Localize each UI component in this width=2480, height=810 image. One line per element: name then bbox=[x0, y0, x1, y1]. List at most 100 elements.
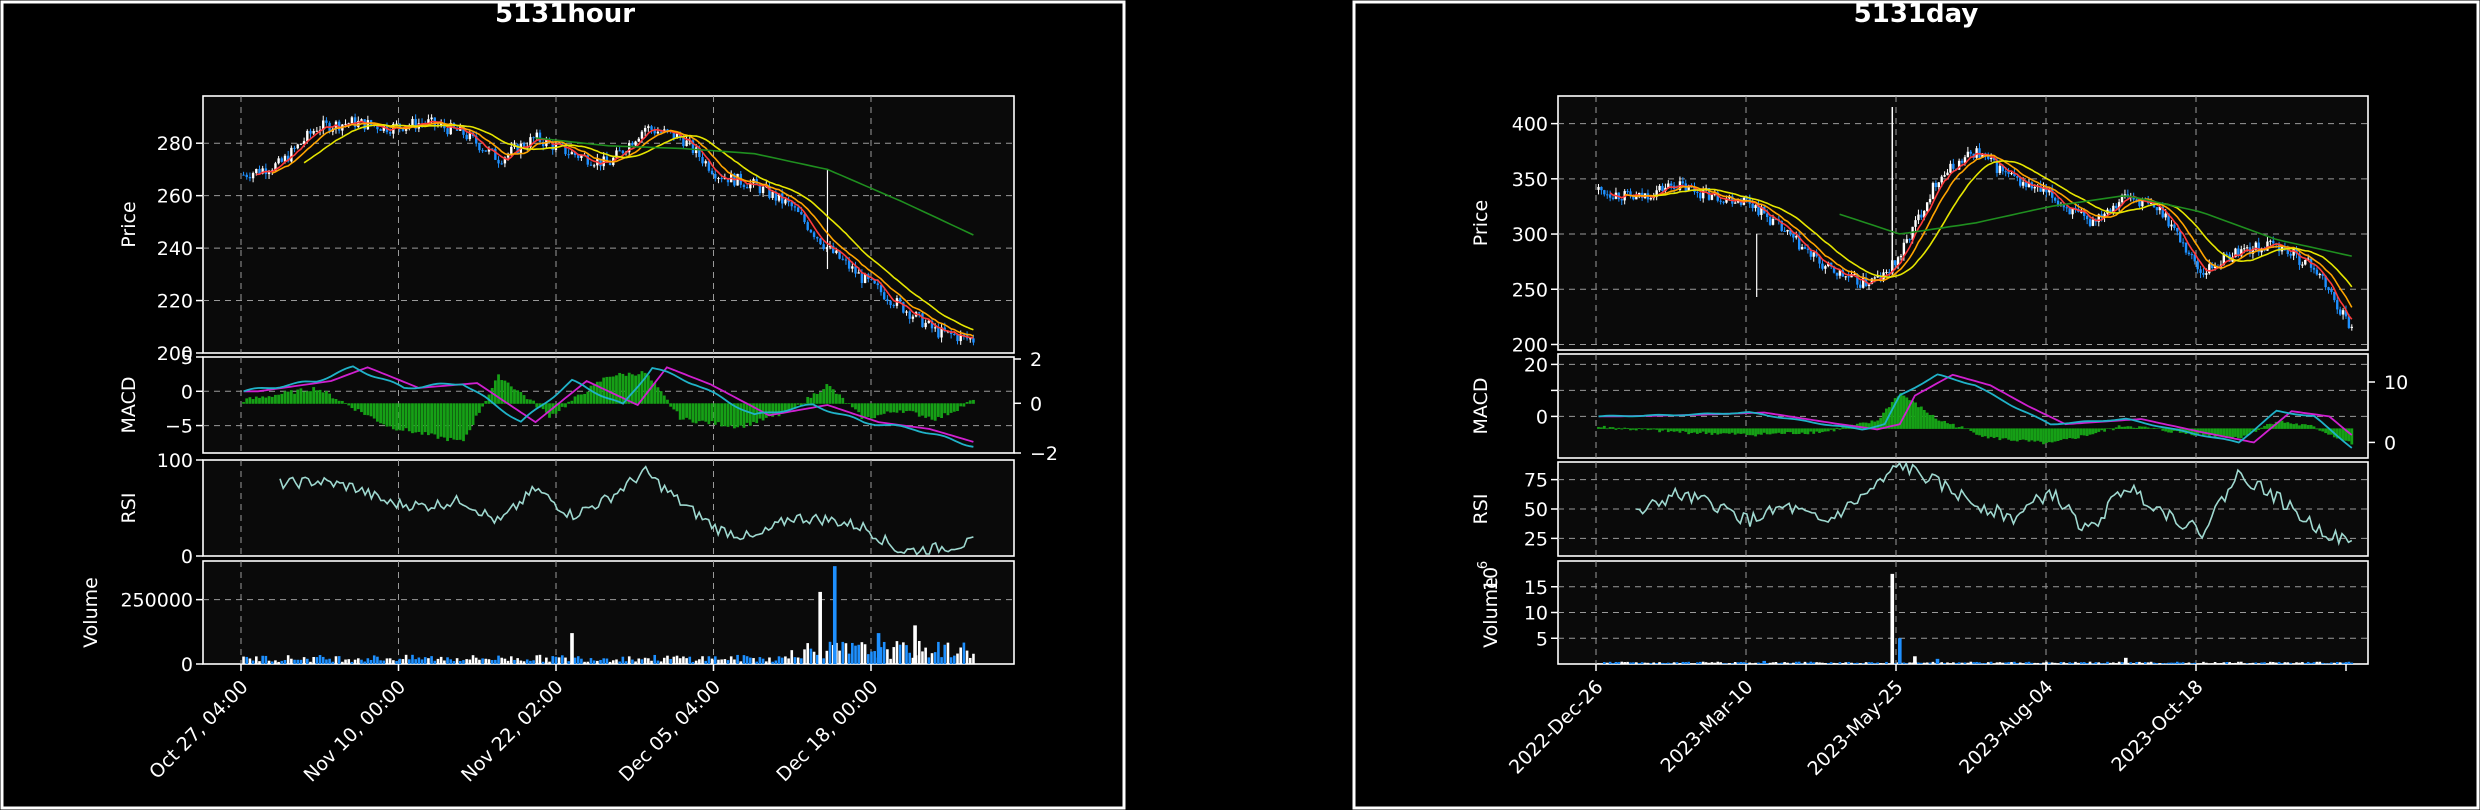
macd-hist-bar bbox=[1768, 428, 1772, 435]
candle-body bbox=[2254, 242, 2258, 250]
candle-body bbox=[255, 168, 258, 174]
volume-bar bbox=[717, 659, 720, 664]
volume-bar bbox=[341, 661, 344, 664]
volume-bar bbox=[1885, 661, 1888, 664]
macd-hist-bar bbox=[452, 403, 456, 440]
macd-hist-bar bbox=[2236, 428, 2240, 439]
candle-body bbox=[1844, 276, 1847, 278]
macd-hist-bar bbox=[965, 402, 969, 404]
macd-hist-bar bbox=[1870, 420, 1874, 429]
macd-hist-bar bbox=[583, 393, 586, 404]
volume-bar bbox=[860, 642, 864, 664]
volume-bar bbox=[318, 655, 322, 664]
volume-bar bbox=[1728, 663, 1731, 664]
volume-bar bbox=[796, 657, 800, 664]
volume-spike bbox=[818, 591, 822, 664]
candle-body bbox=[1847, 276, 1850, 278]
volume-bar bbox=[621, 656, 625, 664]
volume-bar bbox=[513, 659, 516, 664]
macd-hist-bar bbox=[1678, 428, 1682, 433]
candle-body bbox=[2210, 264, 2214, 269]
macd-hist-bar bbox=[898, 403, 902, 411]
chart-title-day: 5131day bbox=[1854, 0, 1979, 29]
candle-body bbox=[290, 147, 293, 162]
candle-body bbox=[2333, 291, 2336, 301]
volume-bar bbox=[895, 641, 899, 664]
volume-bar bbox=[583, 661, 586, 664]
volume-bar bbox=[1911, 662, 1914, 664]
candle-body bbox=[401, 127, 405, 131]
macd-hist-bar bbox=[1681, 428, 1685, 431]
volume-bar bbox=[1780, 662, 1784, 664]
macd-hist-bar bbox=[2263, 425, 2266, 429]
macd-hist-bar bbox=[930, 403, 934, 420]
macd-hist-bar bbox=[395, 403, 398, 431]
volume-bar bbox=[838, 650, 841, 664]
volume-bar bbox=[455, 658, 459, 664]
volume-bar bbox=[468, 659, 472, 664]
volume-bar bbox=[2091, 663, 2095, 664]
volume-bar bbox=[1975, 661, 1978, 664]
volume-bar bbox=[465, 659, 468, 664]
macd-hist-bar bbox=[838, 394, 841, 404]
macd-hist-bar bbox=[595, 381, 599, 404]
macd-hist-bar bbox=[2146, 427, 2150, 429]
volume-bar bbox=[847, 653, 851, 664]
volume-bar bbox=[1902, 662, 1906, 664]
candle-body bbox=[902, 302, 905, 313]
volume-bar bbox=[296, 659, 300, 664]
volume-bar bbox=[1774, 661, 1778, 664]
volume-bar bbox=[2306, 661, 2310, 664]
macd-hist-bar bbox=[404, 403, 408, 429]
volume-bar bbox=[946, 642, 950, 664]
volume-bar bbox=[1655, 663, 1658, 664]
volume-bar bbox=[2344, 662, 2348, 664]
macd-hist-bar bbox=[2091, 428, 2095, 435]
candle-body bbox=[1667, 183, 1670, 188]
volume-bar bbox=[1742, 662, 1746, 664]
candle-body bbox=[2242, 248, 2246, 250]
macd-hist-bar bbox=[258, 397, 261, 404]
volume-bar bbox=[2178, 662, 2182, 664]
macd-hist-bar bbox=[669, 403, 673, 407]
macd-hist-bar bbox=[560, 403, 564, 407]
macd-hist-bar bbox=[653, 382, 657, 404]
macd-hist-bar bbox=[2027, 428, 2031, 442]
macd-hist-bar bbox=[305, 391, 309, 404]
candle-body bbox=[809, 229, 813, 233]
macd-hist-bar bbox=[2170, 428, 2173, 433]
volume-bar bbox=[917, 640, 921, 664]
volume-bar bbox=[1733, 662, 1737, 664]
volume-bar bbox=[2193, 662, 2197, 664]
candle-body bbox=[691, 140, 695, 153]
volume-tick-label: 0 bbox=[181, 654, 193, 676]
volume-bar bbox=[290, 658, 293, 664]
volume-bar bbox=[2321, 662, 2325, 664]
volume-bar bbox=[1893, 663, 1897, 664]
macd-hist-bar bbox=[1748, 428, 1752, 436]
macd-hist-bar bbox=[745, 403, 749, 423]
volume-bar bbox=[2149, 661, 2153, 664]
volume-bar bbox=[930, 653, 934, 664]
candle-body bbox=[608, 162, 612, 166]
volume-bar bbox=[1704, 662, 1708, 664]
price-tick-label: 400 bbox=[1512, 114, 1548, 136]
volume-bar bbox=[761, 658, 765, 664]
volume-bar bbox=[640, 659, 644, 664]
candle-body bbox=[956, 334, 959, 342]
macd-hist-bar bbox=[1899, 392, 1903, 429]
candle-body bbox=[2292, 248, 2295, 256]
macd-hist-bar bbox=[2300, 424, 2304, 429]
candle-body bbox=[2347, 316, 2351, 328]
candle-body bbox=[503, 157, 507, 164]
volume-bar bbox=[404, 654, 408, 664]
candle-body bbox=[1696, 191, 1699, 193]
macd-hist-bar bbox=[1719, 428, 1723, 434]
volume-bar bbox=[2312, 662, 2316, 664]
volume-bar bbox=[407, 659, 411, 664]
macd-hist-bar bbox=[376, 403, 379, 422]
candle-body bbox=[2149, 203, 2153, 205]
candle-body bbox=[1981, 153, 1984, 158]
macd-hist-bar bbox=[940, 403, 943, 418]
macd-hist-bar bbox=[385, 403, 389, 427]
